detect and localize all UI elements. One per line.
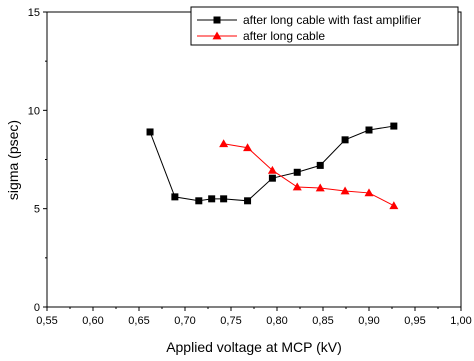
legend-box (190, 6, 459, 46)
series-line (149, 125, 394, 202)
data-point (267, 165, 277, 174)
y-axis: 0 5 10 15 (28, 7, 47, 314)
data-point (316, 161, 324, 169)
series-layer (146, 122, 399, 210)
plot-frame (46, 11, 462, 308)
x-tick-label: 1,00 (450, 315, 471, 327)
data-point (171, 193, 179, 201)
legend-swatch-marker (213, 16, 221, 24)
series-line (223, 143, 395, 207)
x-tick-label: 0,95 (404, 315, 425, 327)
x-tick-label: 0,65 (128, 315, 149, 327)
data-point (208, 195, 216, 203)
data-point (341, 136, 349, 144)
x-tick-label: 0,70 (174, 315, 195, 327)
data-point (146, 128, 154, 136)
x-tick-label: 0,75 (220, 315, 241, 327)
data-point (219, 139, 229, 148)
y-tick-label: 5 (34, 204, 40, 216)
x-axis: 0,55 0,60 0,65 0,70 0,75 0,80 0,85 0,90 0,95 1,00 (36, 307, 472, 327)
y-tick-label: 10 (28, 105, 40, 117)
data-point (389, 201, 399, 210)
x-tick-label: 0,80 (266, 315, 287, 327)
series-2 (219, 139, 399, 210)
legend-swatch-marker (212, 31, 222, 40)
legend-label: after long cable with fast amplifier (243, 13, 421, 27)
data-point (244, 197, 252, 205)
x-axis-title: Applied voltage at MCP (kV) (166, 339, 342, 355)
data-point (340, 186, 350, 195)
legend-label: after long cable (243, 29, 325, 43)
x-tick-label: 0,55 (36, 315, 57, 327)
x-tick-label: 0,60 (82, 315, 103, 327)
data-point (243, 143, 253, 152)
series-1 (146, 122, 398, 205)
data-point (220, 195, 228, 203)
plot-area (46, 11, 462, 308)
data-point (315, 183, 325, 192)
y-tick-label: 15 (28, 7, 40, 19)
legend: after long cable with fast amplifier afte… (190, 6, 459, 46)
data-point (268, 174, 276, 182)
data-point (365, 126, 373, 134)
data-point (293, 168, 301, 176)
x-tick-label: 0,90 (358, 315, 379, 327)
y-tick-label: 0 (34, 302, 40, 314)
data-point (292, 182, 302, 191)
legend-item-2: after long cable (197, 29, 325, 43)
data-point (195, 197, 203, 205)
x-tick-label: 0,85 (312, 315, 333, 327)
y-axis-title: sigma (psec) (5, 120, 21, 200)
data-point (390, 122, 398, 130)
data-point (364, 188, 374, 197)
legend-item-1: after long cable with fast amplifier (197, 13, 421, 27)
